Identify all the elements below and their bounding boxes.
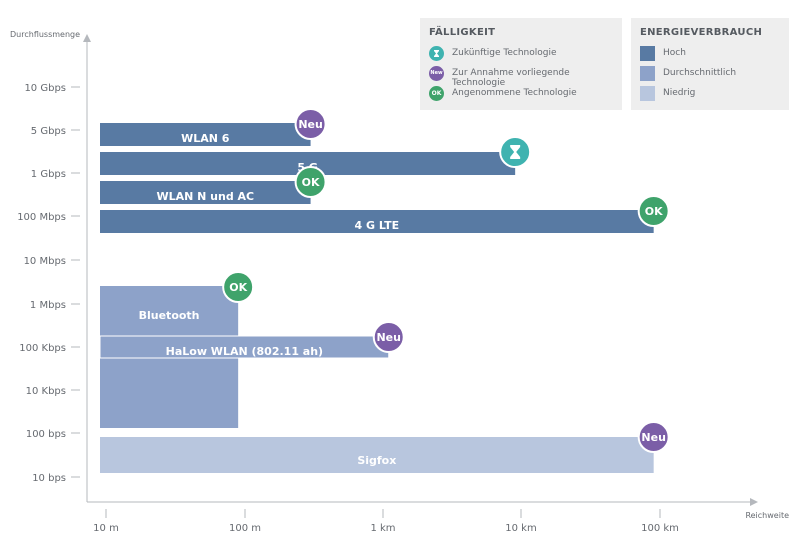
hourglass-shape [510,145,521,159]
bar-label: WLAN 6 [181,132,230,145]
hourglass-icon [429,46,444,61]
ok-badge: OK [222,271,255,303]
bar [100,181,311,204]
ok-badge: OK [294,166,327,198]
badge-text: Neu [641,431,666,444]
badge-circle [637,421,670,453]
legend-item-medium: Durchschnittlich [663,68,737,78]
bar [100,152,516,175]
x-tick-label: 100 m [229,523,261,534]
x-tick-label: 10 km [505,523,536,534]
x-tick-label: 1 km [370,523,395,534]
bar-label: HaLow WLAN (802.11 ah) [166,345,323,358]
legend-energy: ENERGIEVERBRAUCH Hoch Durchschnittlich N… [631,18,789,110]
x-tick-label: 100 km [641,523,679,534]
y-tick-label: 100 Mbps [17,212,66,223]
new-badge: Neu [372,321,405,353]
new-badge: Neu [637,421,670,453]
swatch-low [640,86,655,101]
y-tick-label: 100 bps [26,429,66,440]
badge-circle [372,321,405,353]
legend-energy-title: ENERGIEVERBRAUCH [640,27,763,38]
badge-text: Neu [376,331,401,344]
bar [100,336,389,358]
badge-text: OK [645,205,663,218]
legend-maturity: FÄLLIGKEIT Zukünftige Technologie New Zu… [420,18,622,110]
legend-item-new: Zur Annahme vorliegende Technologie [452,68,570,88]
y-tick-label: 10 bps [32,473,66,484]
bars [99,123,654,473]
y-tick-label: 10 Mbps [24,256,66,267]
bar-label: WLAN N und AC [156,190,254,203]
bar-label: Bluetooth [139,309,200,322]
bar [100,210,654,233]
bar-labels: WLAN 65 GWLAN N und AC4 G LTEBluetoothHa… [139,132,399,467]
new-badge-icon: New [429,66,444,81]
bar [100,437,654,473]
ok-badge: OK [637,195,670,227]
legend-item-adopted: Angenommene Technologie [452,88,577,98]
badge-circle [294,108,327,140]
status-badges: Neu OK OK OK Neu Neu [222,108,670,453]
bar [100,123,311,146]
axes: Durchflussmenge Reichweite 10 Gbps 5 Gbps 1 … [10,30,789,534]
y-tick-label: 1 Gbps [31,169,66,180]
ok-badge-icon: OK [429,86,444,101]
y-tick-label: 10 Gbps [24,83,66,94]
new-badge: Neu [294,108,327,140]
badge-circle [222,271,255,303]
y-axis-arrow [83,34,91,42]
legend-maturity-title: FÄLLIGKEIT [429,27,496,38]
badge-circle [294,166,327,198]
badge-text: OK [302,176,320,189]
badge-text: Neu [298,118,323,131]
y-axis-title: Durchflussmenge [10,30,80,39]
hourglass-icon [499,136,532,168]
bar-label: Sigfox [357,454,396,467]
x-axis-title: Reichweite [745,511,789,520]
swatch-high [640,46,655,61]
x-tick-label: 10 m [93,523,119,534]
y-tick-label: 1 Mbps [30,300,66,311]
y-tick-label: 5 Gbps [31,126,66,137]
x-axis-arrow [750,498,758,506]
swatch-medium [640,66,655,81]
y-tick-label: 10 Kbps [26,386,66,397]
bar-label: 4 G LTE [355,219,400,232]
badge-circle [637,195,670,227]
legend-item-high: Hoch [663,48,686,58]
badge-text: OK [229,281,247,294]
y-tick-label: 100 Kbps [19,343,66,354]
legend-item-low: Niedrig [663,88,696,98]
legend-item-future: Zukünftige Technologie [452,48,557,58]
